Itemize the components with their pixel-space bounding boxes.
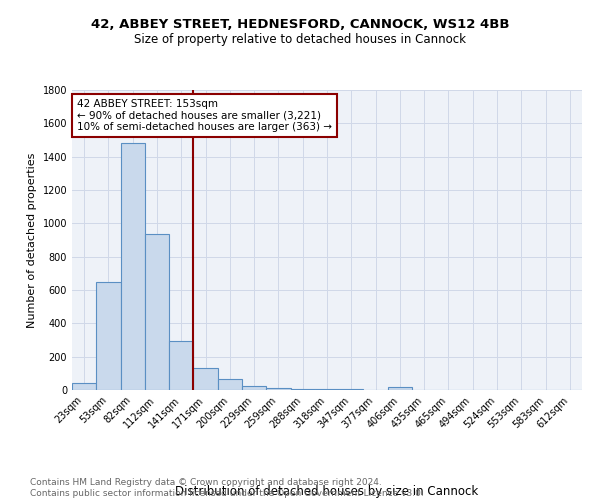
Bar [169,341,193,390]
Bar [339,389,364,390]
Bar [193,368,218,390]
Text: 42, ABBEY STREET, HEDNESFORD, CANNOCK, WS12 4BB: 42, ABBEY STREET, HEDNESFORD, CANNOCK, W… [91,18,509,30]
Y-axis label: Number of detached properties: Number of detached properties [27,152,37,328]
Bar [388,387,412,390]
Text: Contains HM Land Registry data © Crown copyright and database right 2024.
Contai: Contains HM Land Registry data © Crown c… [30,478,424,498]
Bar [96,282,121,390]
Bar [121,144,145,390]
X-axis label: Distribution of detached houses by size in Cannock: Distribution of detached houses by size … [175,486,479,498]
Bar [315,389,339,390]
Bar [290,388,315,390]
Bar [72,384,96,390]
Text: Size of property relative to detached houses in Cannock: Size of property relative to detached ho… [134,32,466,46]
Bar [266,388,290,390]
Bar [145,234,169,390]
Text: 42 ABBEY STREET: 153sqm
← 90% of detached houses are smaller (3,221)
10% of semi: 42 ABBEY STREET: 153sqm ← 90% of detache… [77,99,332,132]
Bar [242,386,266,390]
Bar [218,379,242,390]
